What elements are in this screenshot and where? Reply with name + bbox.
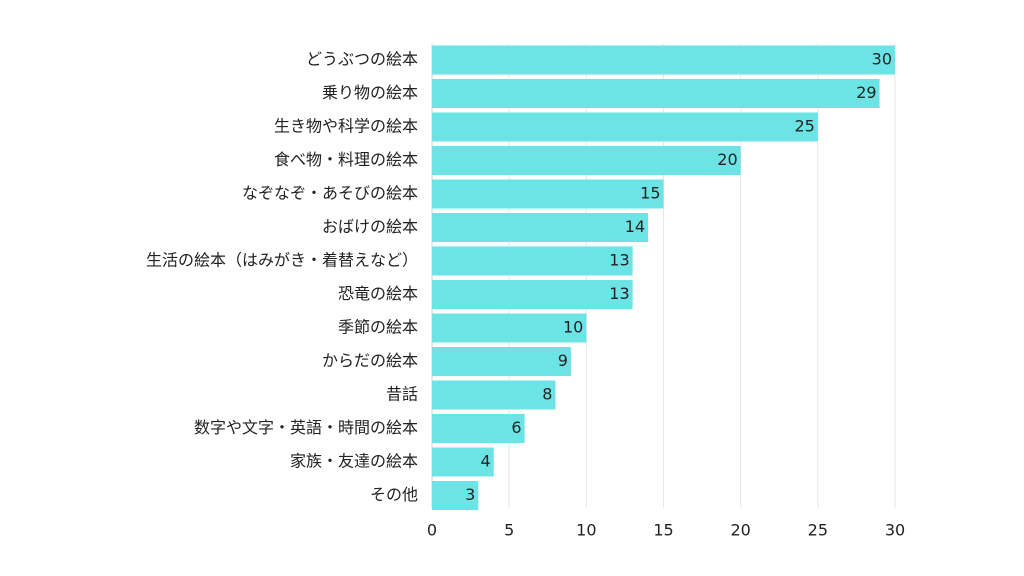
data-label: 20 bbox=[717, 150, 737, 169]
bar bbox=[432, 313, 587, 343]
data-label: 3 bbox=[465, 485, 475, 504]
category-label: その他 bbox=[370, 485, 418, 504]
x-axis-ticks: 0 5 10 15 20 25 30 bbox=[427, 521, 905, 540]
data-label: 30 bbox=[872, 50, 892, 69]
category-label: 恐竜の絵本 bbox=[338, 284, 418, 303]
bar bbox=[432, 179, 664, 209]
category-label: 乗り物の絵本 bbox=[322, 83, 418, 102]
bar bbox=[432, 146, 741, 175]
bar bbox=[432, 213, 649, 242]
bar bbox=[432, 280, 633, 309]
bars bbox=[432, 45, 895, 510]
category-label: どうぶつの絵本 bbox=[306, 50, 418, 69]
category-label: 数字や文字・英語・時間の絵本 bbox=[194, 418, 418, 437]
data-labels: 30 29 25 20 15 14 13 13 10 98 6 43 bbox=[465, 50, 892, 505]
category-label: なぞなぞ・あそびの絵本 bbox=[242, 184, 418, 203]
x-tick-label: 5 bbox=[504, 521, 514, 540]
x-tick-label: 30 bbox=[885, 521, 905, 540]
x-tick-label: 15 bbox=[653, 521, 673, 540]
category-label: 家族・友達の絵本 bbox=[290, 452, 418, 471]
x-tick-label: 25 bbox=[808, 521, 828, 540]
category-label: 食べ物・料理の絵本 bbox=[274, 150, 418, 169]
x-tick-label: 20 bbox=[730, 521, 750, 540]
data-label: 10 bbox=[563, 318, 583, 337]
x-tick-label: 0 bbox=[427, 521, 437, 540]
data-label: 8 bbox=[542, 385, 552, 404]
bar bbox=[432, 481, 479, 510]
category-labels: どうぶつの絵本乗り物の絵本生き物や科学の絵本食べ物・料理の絵本なぞなぞ・あそびの… bbox=[146, 50, 418, 505]
category-label: 生活の絵本（はみがき・着替えなど） bbox=[146, 251, 418, 270]
data-label: 4 bbox=[481, 452, 491, 471]
category-label: おばけの絵本 bbox=[322, 217, 418, 236]
data-label: 14 bbox=[625, 217, 645, 236]
bar bbox=[432, 79, 880, 108]
category-label: 季節の絵本 bbox=[338, 318, 418, 337]
data-label: 25 bbox=[794, 117, 814, 136]
bar bbox=[432, 414, 525, 443]
data-label: 9 bbox=[558, 351, 568, 370]
x-tick-label: 10 bbox=[576, 521, 596, 540]
bar bbox=[432, 347, 571, 376]
bar bbox=[432, 45, 895, 75]
bar bbox=[432, 447, 494, 477]
data-label: 6 bbox=[511, 418, 521, 437]
data-label: 29 bbox=[856, 83, 876, 102]
data-label: 15 bbox=[640, 184, 660, 203]
category-label: 生き物や科学の絵本 bbox=[274, 117, 418, 136]
data-label: 13 bbox=[609, 251, 629, 270]
bar bbox=[432, 112, 818, 142]
data-label: 13 bbox=[609, 284, 629, 303]
bar bbox=[432, 380, 556, 410]
category-label: からだの絵本 bbox=[322, 351, 418, 370]
bar bbox=[432, 246, 633, 276]
category-label: 昔話 bbox=[386, 385, 418, 404]
